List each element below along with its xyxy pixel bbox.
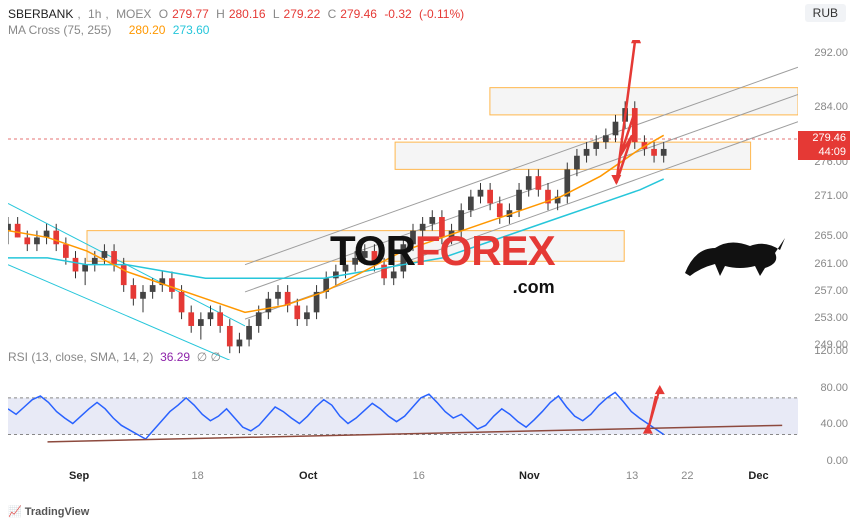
time-tick: Oct (299, 470, 317, 482)
ma-cross-label: MA Cross (75, 255) (8, 23, 111, 37)
low-value: 279.22 (284, 7, 321, 21)
price-axis[interactable]: 249.00253.00257.00261.00265.00271.00276.… (800, 40, 848, 380)
rsi-tick: 40.00 (800, 418, 848, 430)
price-tick: 253.00 (800, 312, 848, 324)
price-tick: 265.00 (800, 230, 848, 242)
chart-header: SBERBANK, 1h, MOEX O279.77 H280.16 L279.… (8, 6, 468, 38)
low-label: L (273, 7, 280, 21)
ma-fast-value: 280.20 (129, 23, 166, 37)
tradingview-logo[interactable]: 📈 TradingView (8, 505, 89, 518)
high-value: 280.16 (229, 7, 266, 21)
change-value: -0.32 (384, 7, 411, 21)
high-label: H (216, 7, 225, 21)
price-tick: 257.00 (800, 285, 848, 297)
time-tick: 13 (626, 470, 638, 482)
time-tick: Dec (748, 470, 768, 482)
time-axis[interactable]: Sep 18 Oct 16 Nov 13 22 Dec (8, 470, 798, 490)
close-label: C (328, 7, 337, 21)
countdown-flag: 44:09 (798, 145, 850, 160)
timeframe: 1h (88, 7, 101, 21)
rsi-axis[interactable]: 0.0040.0080.00120.00 (800, 352, 848, 472)
rsi-tick: 120.00 (800, 345, 848, 357)
last-price-flag: 279.46 (798, 131, 850, 146)
rsi-chart[interactable] (8, 352, 798, 462)
price-tick: 271.00 (800, 190, 848, 202)
time-tick: 16 (413, 470, 425, 482)
ma-slow-value: 273.60 (173, 23, 210, 37)
rsi-tick: 0.00 (800, 455, 848, 467)
symbol: SBERBANK (8, 7, 73, 21)
time-tick: 18 (191, 470, 203, 482)
time-tick: 22 (681, 470, 693, 482)
price-tick: 292.00 (800, 47, 848, 59)
tv-icon: 📈 (8, 506, 22, 518)
price-tick: 261.00 (800, 258, 848, 270)
open-value: 279.77 (172, 7, 209, 21)
time-tick: Sep (69, 470, 89, 482)
price-tick: 284.00 (800, 101, 848, 113)
rsi-tick: 80.00 (800, 382, 848, 394)
exchange: MOEX (116, 7, 151, 21)
time-tick: Nov (519, 470, 540, 482)
price-chart[interactable] (8, 40, 798, 360)
close-value: 279.46 (340, 7, 377, 21)
open-label: O (159, 7, 168, 21)
currency-badge[interactable]: RUB (805, 4, 846, 22)
change-pct: (-0.11%) (419, 7, 464, 21)
